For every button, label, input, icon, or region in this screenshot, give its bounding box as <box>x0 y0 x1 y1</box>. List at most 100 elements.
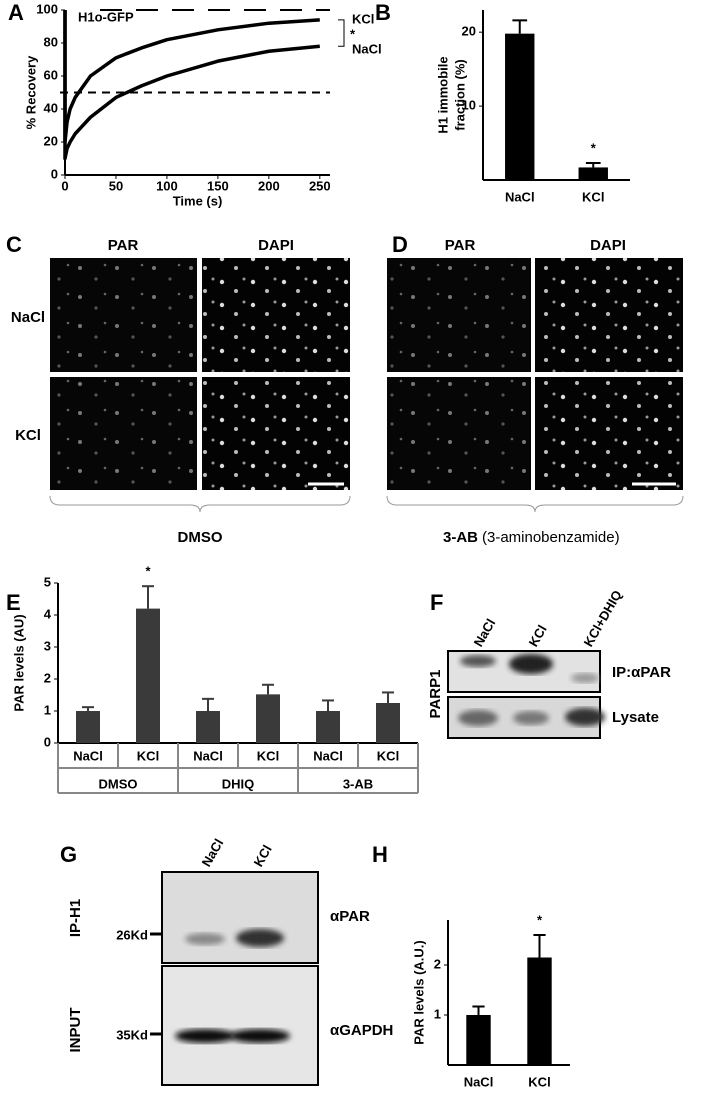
micrograph <box>202 377 350 490</box>
y-tick-label: 5 <box>44 574 51 589</box>
bar <box>256 694 280 743</box>
lane-label: NaCl <box>199 836 227 869</box>
bar <box>136 608 160 743</box>
y-axis-label: H1 immobile <box>435 56 450 133</box>
group-label: DMSO <box>99 776 138 791</box>
band <box>230 1029 290 1043</box>
bar <box>316 711 340 743</box>
y-tick-label: 40 <box>44 100 58 115</box>
row-label: IP:αPAR <box>612 664 671 681</box>
micrograph <box>50 258 197 372</box>
row-label: Lysate <box>612 709 659 726</box>
size-marker: 35Kd <box>116 1027 148 1042</box>
x-tick-label: NaCl <box>464 1074 494 1089</box>
column-label: DAPI <box>590 237 626 254</box>
y-tick-label: 0 <box>44 734 51 749</box>
panel-letter: D <box>392 232 408 257</box>
x-tick-label: NaCl <box>505 189 535 204</box>
size-marker: 26Kd <box>116 927 148 942</box>
micrograph <box>202 258 350 372</box>
panel-letter: H <box>372 842 388 867</box>
y-axis-label: PAR levels (AU) <box>11 614 26 711</box>
y-tick-label: 4 <box>44 606 52 621</box>
side-label: IP-H1 <box>67 899 84 937</box>
bracket <box>338 19 345 47</box>
x-tick-label: KCl <box>257 748 279 763</box>
x-tick-label: 250 <box>309 178 331 193</box>
y-tick-label: 20 <box>44 133 58 148</box>
band <box>509 654 553 674</box>
group-label: DHIQ <box>222 776 255 791</box>
row-label: KCl <box>15 427 41 444</box>
brace <box>386 495 684 513</box>
y-axis-label: fraction (%) <box>452 59 467 131</box>
x-tick-label: NaCl <box>193 748 223 763</box>
blot <box>161 871 319 964</box>
significance: * <box>145 564 151 579</box>
y-axis-label: PAR levels (A.U.) <box>411 940 426 1045</box>
x-tick-label: 100 <box>156 178 178 193</box>
y-tick-label: 60 <box>44 67 58 82</box>
bar <box>466 1015 491 1065</box>
x-tick-label: KCl <box>377 748 399 763</box>
y-tick-label: 0 <box>51 166 58 181</box>
micrograph <box>387 377 531 490</box>
panel-letter: A <box>8 0 24 25</box>
side-label: INPUT <box>67 1008 84 1053</box>
series-line <box>63 10 320 161</box>
significance: * <box>350 27 356 42</box>
treatment-label: 3-AB <box>443 529 478 546</box>
x-tick-label: KCl <box>528 1074 550 1089</box>
y-tick-label: 100 <box>36 1 58 16</box>
band <box>458 710 498 726</box>
group-label: 3-AB <box>343 776 373 791</box>
significance: * <box>537 912 543 927</box>
y-tick-label: 20 <box>462 24 476 39</box>
bar <box>76 711 100 743</box>
treatment-note: (3-aminobenzamide) <box>482 529 620 546</box>
lane-label: NaCl <box>471 616 499 649</box>
row-label: NaCl <box>11 309 45 326</box>
row-label: αPAR <box>330 908 370 925</box>
band <box>175 1029 235 1043</box>
micrograph <box>50 377 197 490</box>
series-label: KCl <box>352 11 374 26</box>
y-axis-label: % Recovery <box>23 55 38 129</box>
x-tick-label: NaCl <box>313 748 343 763</box>
band <box>513 711 549 725</box>
treatment-label: DMSO <box>178 529 223 546</box>
bar <box>196 711 220 743</box>
bar <box>376 703 400 743</box>
micrograph <box>535 377 683 490</box>
y-tick-label: 1 <box>44 702 51 717</box>
micrograph <box>535 258 683 372</box>
panel-letter: B <box>375 0 391 25</box>
band <box>236 929 284 947</box>
panel-letter: G <box>60 842 77 867</box>
band <box>460 655 496 667</box>
blot <box>161 965 319 1086</box>
column-label: DAPI <box>258 237 294 254</box>
column-label: PAR <box>445 237 476 254</box>
micrograph <box>387 258 531 372</box>
panel-letter: E <box>6 590 21 615</box>
band <box>185 933 225 945</box>
column-label: PAR <box>108 237 139 254</box>
x-tick-label: 0 <box>61 178 68 193</box>
row-label: αGAPDH <box>330 1022 393 1039</box>
band <box>565 708 605 726</box>
band <box>571 673 599 683</box>
x-tick-label: 200 <box>258 178 280 193</box>
series-line <box>63 10 320 144</box>
y-tick-label: 2 <box>44 670 51 685</box>
lane-label: KCl+DHIQ <box>581 588 625 650</box>
brace <box>49 495 351 513</box>
y-tick-label: 80 <box>44 34 58 49</box>
y-tick-label: 3 <box>44 638 51 653</box>
x-tick-label: KCl <box>137 748 159 763</box>
bar <box>505 33 535 180</box>
x-tick-label: NaCl <box>73 748 103 763</box>
panel-letter: C <box>6 232 22 257</box>
y-axis-label: H1o-GFP <box>78 9 134 24</box>
